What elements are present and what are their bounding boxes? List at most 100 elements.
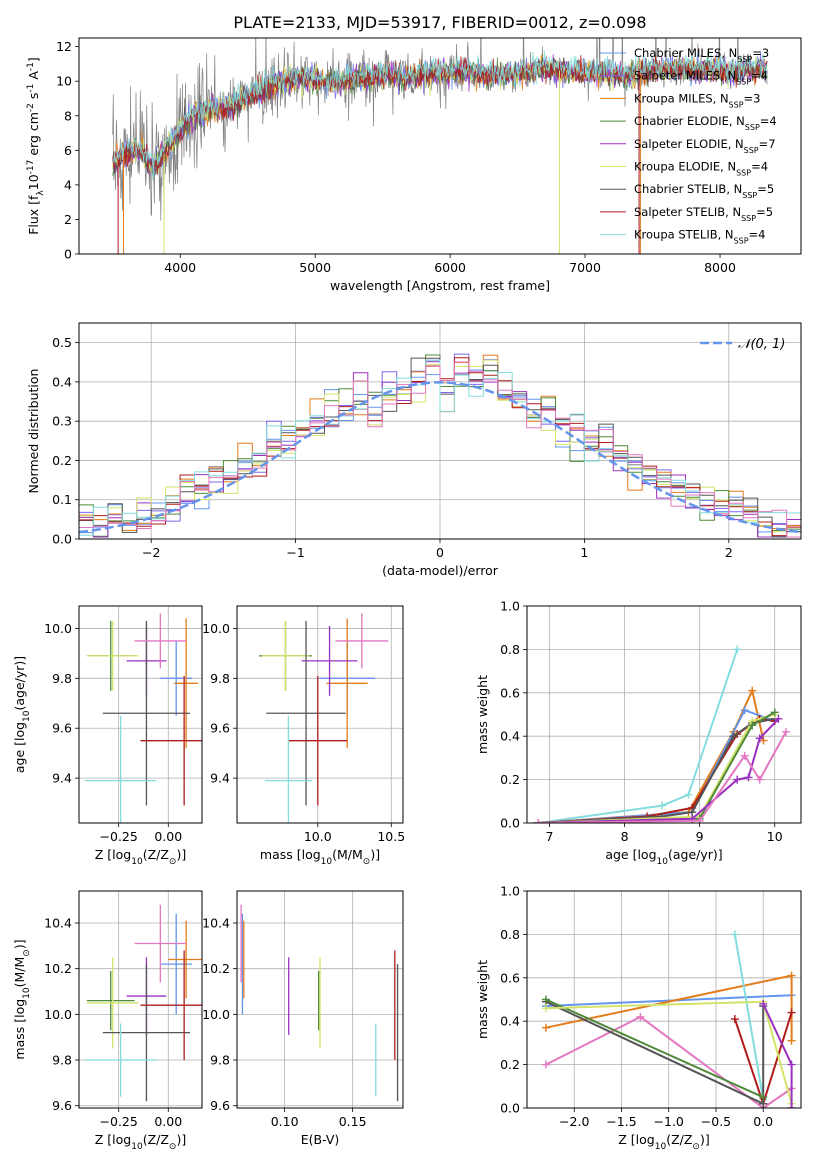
residual-histogram-panel: −2 −1 0 1 2 0.0 0.1 0.2 0.3 0.4 0.5 (data-model)/er… <box>26 322 802 578</box>
x-tick-label: 0.0 <box>753 1114 773 1129</box>
y-tick-label: 4 <box>64 177 72 192</box>
y-tick-label: 0.6 <box>500 970 520 985</box>
data-point-marker <box>787 1060 796 1069</box>
data-point-marker <box>774 714 783 723</box>
data-point-marker <box>740 706 749 715</box>
y-tick-label: 10.4 <box>44 915 72 930</box>
mass-weight-line <box>545 1015 793 1108</box>
data-point-marker <box>541 1004 550 1013</box>
x-tick-label: 0 <box>436 545 444 560</box>
plot-area <box>79 353 801 539</box>
y-tick-label: 9.6 <box>210 721 230 736</box>
legend-label: Chabrier ELODIE, NSSP=4 <box>634 114 777 132</box>
data-point-marker <box>733 645 742 654</box>
data-point-marker <box>770 708 779 717</box>
y-tick-label: 10.0 <box>44 1007 72 1022</box>
normal-curve <box>79 381 801 534</box>
legend-label: Chabrier MILES, NSSP=3 <box>634 46 769 64</box>
y-tick-label: 0.0 <box>52 532 72 547</box>
x-axis-label: wavelength [Angstrom, rest frame] <box>330 278 550 293</box>
y-tick-label: 0.8 <box>500 642 520 657</box>
data-point-marker <box>733 775 742 784</box>
data-point-marker <box>787 1008 796 1017</box>
x-tick-label: 0.00 <box>154 829 182 844</box>
x-axis-label: Z [log10(Z/Z⊙)] <box>95 1132 186 1152</box>
mass-weight-vs-age-panel: 7 8 9 10 0.0 0.2 0.4 0.6 0.8 1.0 age [log10(age/yr… <box>475 599 802 867</box>
mass-weight-line <box>545 1000 765 1106</box>
y-tick-label: 9.8 <box>52 671 72 686</box>
x-axis-label: Z [log10(Z/Z⊙)] <box>95 847 186 867</box>
x-tick-label: 1 <box>580 545 588 560</box>
y-tick-label: 9.8 <box>210 671 230 686</box>
mass-weight-line <box>538 649 739 823</box>
x-tick-label: −0.25 <box>100 829 138 844</box>
y-tick-label: 10.2 <box>44 961 72 976</box>
data-point-marker <box>730 1015 739 1024</box>
mass-weight-line <box>538 718 780 823</box>
data-point-marker <box>541 1060 550 1069</box>
data-point-marker <box>730 930 739 939</box>
axes-frame <box>78 37 802 255</box>
data-point-marker <box>729 732 738 741</box>
mass-vs-ebv-panel: 0.10 0.15 9.6 9.8 10.0 10.2 10.4 E(B-V) <box>202 890 404 1147</box>
y-axis-label: mass [log10(M/M⊙)] <box>12 939 32 1059</box>
x-tick-label: 4000 <box>164 260 196 275</box>
data-point-marker <box>541 1023 550 1032</box>
x-tick-label: −1 <box>286 545 304 560</box>
data-point-marker <box>787 1036 796 1045</box>
y-tick-label: 10.0 <box>202 621 230 636</box>
x-axis-label: age [log10(age/yr)] <box>605 847 722 867</box>
x-axis-label: E(B-V) <box>301 1132 340 1147</box>
x-tick-label: −1.5 <box>606 1114 636 1129</box>
plot-area <box>541 930 796 1108</box>
model-spectrum <box>112 50 768 180</box>
y-tick-label: 9.8 <box>52 1053 72 1068</box>
legend-label: Kroupa ELODIE, NSSP=4 <box>634 160 768 178</box>
plot-area <box>534 645 790 823</box>
y-tick-label: 0.5 <box>52 335 72 350</box>
y-tick-label: 9.8 <box>210 1053 230 1068</box>
x-tick-label: 10.0 <box>304 829 332 844</box>
plot-area <box>259 613 389 823</box>
legend-label: Kroupa MILES, NSSP=3 <box>634 91 760 109</box>
x-axis-label: Z [log10(Z/Z⊙)] <box>618 1132 709 1152</box>
y-tick-label: 9.6 <box>52 721 72 736</box>
x-axis-label: (data-model)/error <box>382 563 499 578</box>
y-tick-label: 0.4 <box>500 729 520 744</box>
y-tick-label: 10.4 <box>202 915 230 930</box>
y-tick-label: 12 <box>56 39 72 54</box>
y-tick-label: 6 <box>64 143 72 158</box>
x-tick-label: −0.25 <box>100 1114 138 1129</box>
axes-frame <box>236 605 404 824</box>
data-point-marker <box>755 775 764 784</box>
data-point-marker <box>748 721 757 730</box>
axes-frame <box>78 890 203 1109</box>
axes-frame <box>78 605 203 824</box>
data-point-marker <box>541 995 550 1004</box>
spectrum-panel: 4000 5000 6000 7000 8000 0 2 4 6 8 10 12 wavelength … <box>26 37 802 293</box>
age-vs-metallicity-panel: −0.25 0.00 9.4 9.6 9.8 10.0 Z [log10(Z/Z⊙)] age… <box>12 605 203 867</box>
x-tick-label: 9 <box>696 829 704 844</box>
x-tick-label: −2 <box>142 545 160 560</box>
legend-label: Salpeter STELIB, NSSP=5 <box>634 205 773 223</box>
y-tick-label: 0.0 <box>500 1101 520 1116</box>
y-tick-label: 1.0 <box>500 599 520 614</box>
x-tick-label: 8 <box>621 829 629 844</box>
data-point-marker <box>759 1093 768 1102</box>
legend-label: Salpeter ELODIE, NSSP=7 <box>634 137 776 155</box>
y-tick-label: 8 <box>64 108 72 123</box>
legend-label: Salpeter MILES, NSSP=4 <box>634 69 768 87</box>
y-tick-label: 0.2 <box>52 453 72 468</box>
mass-vs-metallicity-panel: −0.25 0.00 9.6 9.8 10.0 10.2 10.4 Z [log10(Z/Z⊙… <box>12 890 203 1152</box>
histogram-step <box>79 361 801 539</box>
data-point-marker <box>740 751 749 760</box>
x-tick-label: 0.10 <box>271 1114 299 1129</box>
axes-frame <box>526 890 802 1109</box>
mass-weight-vs-metallicity-panel: −2.0 −1.5 −1.0 −0.5 0.0 0.0 0.2 0.4 0.6 0.8 1.0 Z [… <box>475 884 802 1152</box>
axes-frame <box>78 322 802 540</box>
x-tick-label: 7 <box>546 829 554 844</box>
x-tick-label: 8000 <box>704 260 736 275</box>
y-tick-label: 10.2 <box>202 961 230 976</box>
data-point-marker <box>759 999 768 1008</box>
